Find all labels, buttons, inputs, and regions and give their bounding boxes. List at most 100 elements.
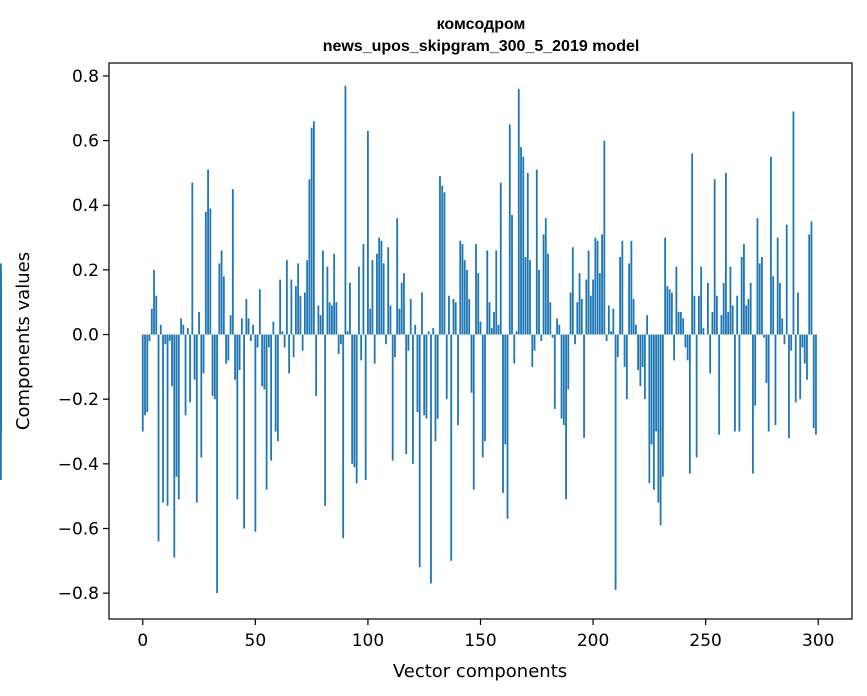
bar [355,334,358,484]
bar [790,334,793,351]
bar [664,237,667,335]
bar [736,295,739,335]
bar [376,253,378,335]
bar [533,334,536,351]
bar [389,305,392,335]
bar [148,334,151,341]
bar [292,334,295,358]
x-tick-label: 300 [802,631,834,651]
bar [351,334,354,464]
bar [657,334,660,503]
bar [369,308,372,335]
bar [646,315,649,335]
bar [238,334,241,371]
bar [249,334,252,341]
bar [515,331,518,335]
bar [380,240,383,335]
bar [639,334,642,387]
bar [495,250,498,335]
bar [425,334,428,419]
bar [580,298,583,335]
bar [321,250,324,335]
bar [227,334,230,361]
bar [598,273,601,335]
bar [761,256,763,335]
bar [274,334,277,432]
bar [207,169,209,335]
bar [0,334,2,429]
bar [405,334,408,455]
bar [360,334,363,361]
bar [538,269,540,335]
bar [587,250,590,335]
bar [517,88,520,335]
bar [596,240,599,335]
bar [448,295,450,335]
bar [427,331,430,335]
bar [560,334,563,419]
bar [432,328,435,335]
bar [707,282,709,335]
x-tick-label: 200 [577,631,609,651]
bar [166,334,169,506]
bar [637,334,640,371]
bar [727,311,730,335]
bar [542,234,545,335]
bar [222,276,225,335]
bar [641,334,644,367]
bar [695,334,698,458]
bar [258,289,261,335]
bar [612,308,615,335]
bar [772,276,775,335]
bar [734,334,736,432]
x-axis-ticks: 0 50 100 150 200 250 300 [137,619,834,651]
bar [177,334,180,500]
bar [770,156,772,335]
bar [797,292,799,335]
bar [540,334,543,341]
y-tick-label: 0.8 [72,67,99,87]
bar [565,334,567,500]
bar [434,334,437,442]
bar [522,156,525,335]
bar [623,334,626,367]
bar [531,334,534,367]
bar [801,334,804,348]
bar [670,292,673,335]
y-tick-label: −0.8 [58,584,99,604]
bar [213,334,216,400]
bar [484,334,486,442]
bar [452,298,455,335]
bar [720,315,723,335]
bar [340,334,342,345]
bar [713,179,716,335]
bar [558,324,561,335]
bar [718,334,721,435]
bar [632,298,635,335]
bar [767,334,770,432]
bar [418,334,421,568]
bar [344,85,347,335]
bar [335,302,338,335]
bar [394,334,396,358]
y-axis-ticks: −0.8 −0.6 −0.4 −0.2 0.0 0.2 0.4 0.6 0.8 [58,67,109,604]
bar [589,295,592,335]
bar [592,279,594,335]
bar [808,234,811,335]
bar [803,334,806,364]
bar [457,334,459,426]
bar [337,334,340,354]
y-tick-label: 0.6 [72,132,99,152]
bar [168,334,171,341]
bar [240,318,243,335]
bar [535,169,538,335]
bar [171,334,173,387]
bar [400,282,403,335]
bar [200,334,203,458]
bar [677,311,680,335]
bar [396,218,399,335]
bar [499,182,502,335]
bar [578,273,581,335]
x-axis-label: Vector components [393,661,567,682]
bar [630,240,633,335]
